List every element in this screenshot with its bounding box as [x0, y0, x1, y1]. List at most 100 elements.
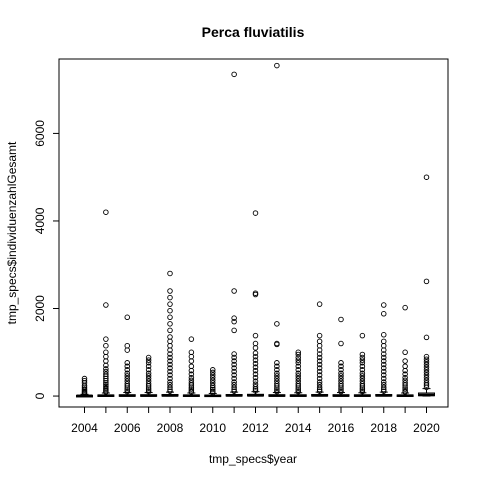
outlier-point — [381, 379, 387, 385]
outlier-point — [167, 334, 173, 340]
outlier-point — [124, 314, 130, 321]
outlier-point — [274, 375, 280, 382]
outlier-point — [402, 374, 408, 381]
outlier-point — [316, 301, 323, 307]
outlier-point — [359, 351, 366, 358]
outlier-point — [209, 388, 216, 394]
box-2014 — [289, 349, 307, 397]
outlier-point — [359, 357, 366, 363]
outlier-point — [274, 62, 280, 69]
outlier-point — [167, 354, 173, 361]
box-series — [76, 62, 435, 398]
outlier-point — [359, 370, 366, 377]
outlier-point — [124, 387, 130, 393]
y-tick-label: 0 — [33, 392, 47, 399]
outlier-point — [209, 377, 216, 384]
outlier-point — [103, 209, 109, 215]
outlier-point — [145, 370, 152, 377]
outlier-point — [316, 358, 323, 364]
outlier-point — [145, 363, 152, 370]
outlier-point — [402, 380, 408, 386]
outlier-point — [231, 365, 237, 371]
x-axis: 2004 2006 2008 2010 2012 2014 2016 2018 2020 — [71, 407, 440, 435]
outlier-point — [124, 342, 130, 349]
box-2018 — [375, 302, 393, 397]
outlier-point — [231, 327, 237, 334]
outlier-point — [145, 375, 152, 382]
outlier-point — [124, 375, 130, 382]
outlier-point — [103, 336, 109, 342]
outlier-point — [316, 368, 323, 375]
box-2008 — [161, 270, 179, 397]
box-2005 — [97, 209, 115, 397]
outlier-point — [167, 288, 173, 294]
outlier-point — [231, 372, 237, 378]
outlier-point — [167, 327, 173, 334]
plot-frame — [58, 58, 449, 408]
outlier-point — [103, 368, 109, 375]
outlier-point — [338, 378, 344, 384]
outlier-point — [316, 332, 323, 339]
outlier-point — [274, 387, 280, 393]
outlier-point — [167, 307, 173, 314]
box-2009 — [182, 336, 200, 397]
outlier-point — [423, 334, 430, 341]
outlier-point — [231, 71, 237, 78]
outlier-point — [423, 364, 430, 370]
outlier-point — [252, 371, 259, 377]
outlier-point — [231, 384, 237, 391]
outlier-point — [381, 354, 387, 361]
x-tick-label: 2020 — [413, 421, 440, 435]
box-2016 — [332, 316, 350, 397]
outlier-point — [167, 314, 173, 321]
outlier-point — [295, 367, 302, 373]
outlier-point — [188, 380, 195, 386]
outlier-point — [423, 377, 430, 384]
outlier-point — [423, 367, 430, 373]
outlier-point — [103, 371, 109, 377]
outlier-point — [316, 372, 323, 378]
outlier-point — [188, 386, 195, 392]
outlier-point — [338, 388, 344, 395]
outlier-point — [103, 349, 109, 356]
x-axis-label: tmp_specs$year — [209, 452, 297, 466]
outlier-point — [231, 381, 237, 388]
outlier-point — [231, 315, 237, 321]
outlier-point — [381, 361, 387, 368]
outlier-point — [81, 377, 88, 384]
outlier-point — [402, 377, 408, 384]
outlier-point — [231, 368, 237, 375]
outlier-point — [274, 373, 280, 379]
outlier-point — [252, 357, 259, 363]
outlier-point — [381, 372, 387, 378]
outlier-point — [167, 375, 173, 382]
outlier-point — [295, 360, 302, 366]
outlier-point — [124, 363, 130, 370]
outlier-point — [231, 375, 237, 382]
outlier-point — [252, 340, 259, 347]
outlier-point — [124, 370, 130, 377]
outlier-point — [274, 378, 280, 384]
outlier-point — [316, 365, 323, 371]
outlier-point — [423, 369, 430, 376]
outlier-point — [402, 304, 408, 311]
outlier-point — [381, 368, 387, 375]
outlier-point — [274, 363, 280, 370]
y-tick-label: 6000 — [33, 120, 47, 147]
outlier-point — [359, 387, 366, 393]
box-2010 — [204, 367, 222, 398]
outlier-point — [338, 363, 344, 370]
outlier-point — [167, 361, 173, 368]
outlier-point — [316, 381, 323, 388]
box-2012 — [247, 210, 264, 397]
outlier-point — [188, 371, 195, 377]
outlier-point — [231, 358, 237, 364]
outlier-point — [338, 340, 344, 347]
outlier-point — [295, 357, 302, 363]
outlier-point — [274, 370, 280, 377]
outlier-point — [359, 363, 366, 370]
x-tick-label: 2018 — [370, 421, 397, 435]
outlier-point — [252, 388, 259, 394]
outlier-point — [381, 358, 387, 364]
